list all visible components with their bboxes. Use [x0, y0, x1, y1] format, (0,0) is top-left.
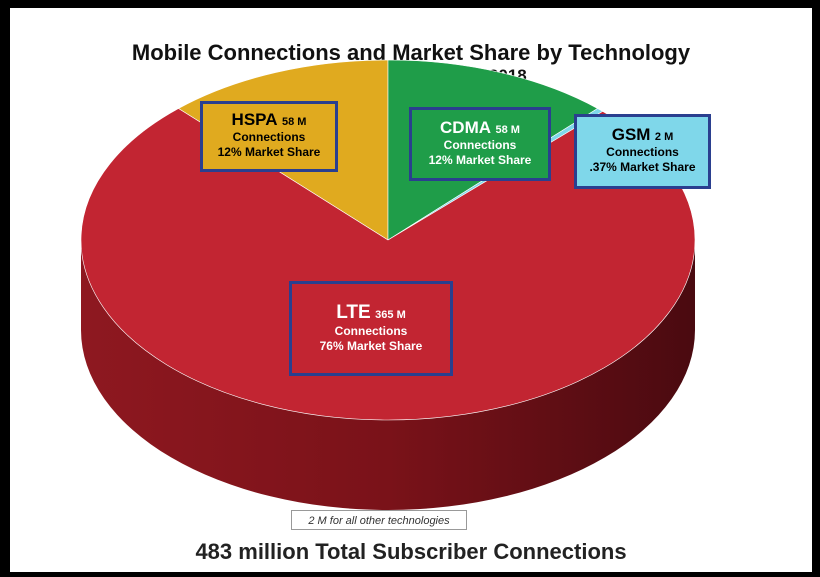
label-lte: LTE 365 M Connections 76% Market Share	[289, 281, 453, 376]
hspa-connections: 58 M	[281, 116, 307, 128]
other-technologies-note: 2 M for all other technologies	[291, 510, 467, 530]
label-cdma: CDMA 58 M Connections 12% Market Share	[409, 107, 551, 181]
total-connections: 483 million Total Subscriber Connections	[195, 539, 627, 564]
label-hspa: HSPA 58 M Connections 12% Market Share	[200, 101, 338, 172]
label-gsm: GSM 2 M Connections .37% Market Share	[574, 114, 711, 189]
gsm-connections: 2 M	[654, 131, 674, 143]
hspa-share: 12% Market Share	[217, 145, 321, 159]
gsm-name: GSM	[611, 125, 651, 144]
lte-connections-word: Connections	[334, 324, 408, 338]
cdma-connections: 58 M	[495, 124, 520, 136]
pie-side-wall	[81, 240, 695, 510]
gsm-share: .37% Market Share	[589, 160, 696, 174]
hspa-connections-word: Connections	[232, 130, 306, 144]
cdma-share: 12% Market Share	[428, 153, 532, 167]
pie-side-face	[81, 240, 695, 510]
cdma-name: CDMA	[440, 118, 492, 137]
hspa-name: HSPA	[231, 110, 278, 129]
cdma-connections-word: Connections	[443, 138, 517, 152]
lte-share: 76% Market Share	[319, 339, 423, 353]
gsm-connections-word: Connections	[606, 145, 679, 159]
lte-name: LTE	[336, 302, 371, 323]
chart-canvas: Mobile Connections and Market Share by T…	[10, 8, 812, 572]
lte-connections: 365 M	[375, 309, 406, 321]
pie-slice-lte	[80, 108, 696, 421]
